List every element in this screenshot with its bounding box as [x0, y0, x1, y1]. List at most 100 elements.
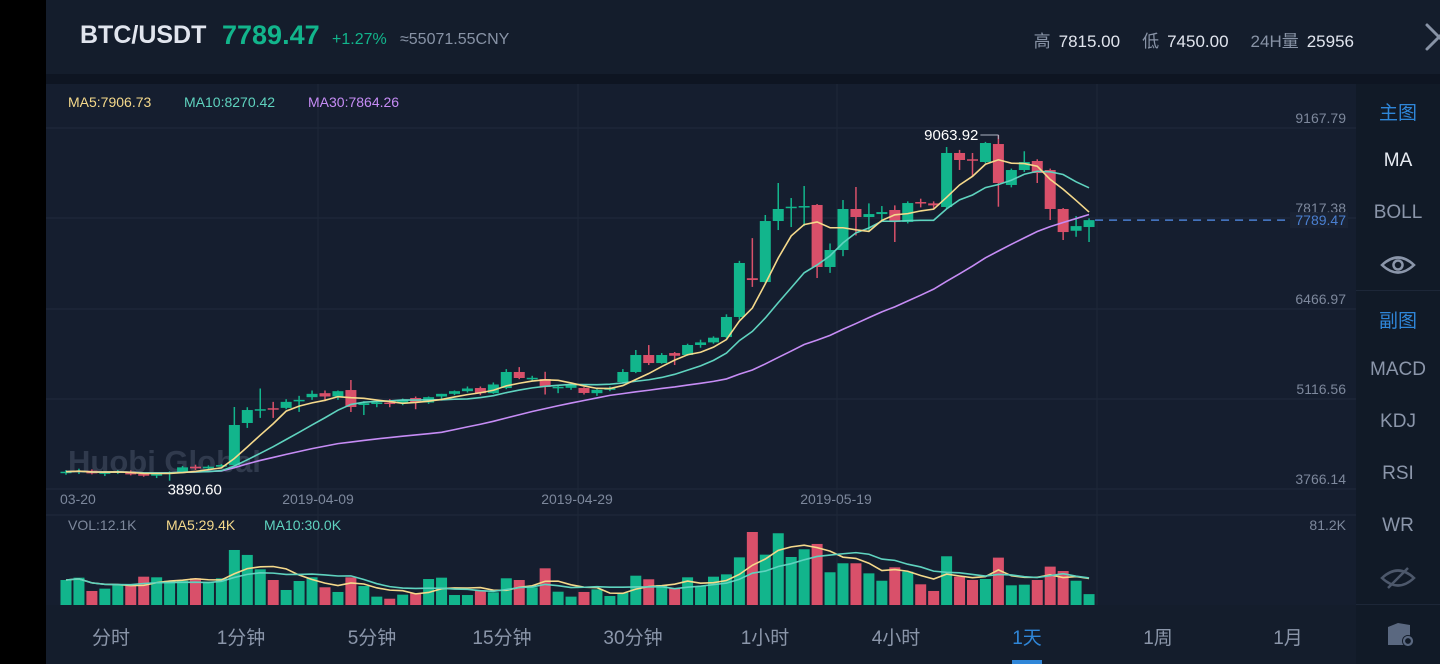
volume-bar — [125, 585, 137, 605]
volume-bar — [889, 567, 901, 605]
tab-interval[interactable]: 分时 — [91, 628, 131, 649]
volume-bar — [915, 584, 927, 605]
indicator-kdj[interactable]: KDJ — [1380, 411, 1416, 432]
eye-icon[interactable] — [1356, 252, 1440, 278]
candle-body — [513, 371, 525, 379]
tab-interval[interactable]: 1分钟 — [216, 628, 266, 649]
volume-bar — [992, 557, 1004, 605]
active-tab-underline — [1012, 660, 1042, 664]
tab-interval[interactable]: 1月 — [1273, 628, 1303, 649]
candle-body — [902, 203, 914, 222]
candle-body — [1044, 170, 1056, 209]
candle-body — [798, 206, 810, 208]
volume-bar — [785, 556, 797, 605]
volume-bar — [720, 574, 732, 605]
volume-bar — [669, 588, 681, 605]
candle-body — [656, 355, 668, 364]
volume-bar — [1083, 594, 1095, 605]
eye-slash-icon[interactable] — [1356, 565, 1440, 591]
volume-bar — [254, 569, 266, 605]
tab-interval[interactable]: 1周 — [1143, 628, 1173, 649]
tab-interval[interactable]: 15分钟 — [472, 628, 532, 649]
volume-bar — [513, 580, 525, 605]
candle-body — [190, 466, 201, 469]
volume-bar — [190, 578, 201, 605]
volume-bar — [708, 576, 719, 605]
ma30-line — [65, 213, 1090, 474]
candle-body — [811, 204, 823, 267]
volume-bar — [902, 571, 914, 605]
indicator-macd[interactable]: MACD — [1370, 359, 1426, 380]
volume-bar — [798, 549, 810, 605]
candle-body — [280, 401, 292, 408]
volume-bar — [941, 556, 953, 605]
ma5-legend: MA5:7906.73 — [68, 94, 152, 110]
candle-body — [371, 402, 383, 405]
volume-bar — [461, 595, 473, 605]
volume-bar — [306, 577, 318, 605]
low-value: 7450.00 — [1167, 32, 1229, 51]
candle-body — [526, 377, 538, 380]
volume-bar — [332, 591, 344, 605]
volume-bar — [397, 594, 409, 605]
volume-bar — [1018, 584, 1030, 605]
volume-bar — [371, 596, 383, 605]
volume-bar — [358, 586, 370, 605]
last-price-label: 7789.47 — [1295, 212, 1346, 228]
volume-bar — [643, 579, 655, 605]
volume-bar — [474, 590, 486, 605]
tab-interval[interactable]: 1天 — [1012, 628, 1042, 649]
candle-body — [1083, 220, 1095, 228]
tab-interval[interactable]: 30分钟 — [603, 628, 663, 649]
candle-body — [669, 353, 681, 356]
indicator-rsi[interactable]: RSI — [1382, 463, 1414, 484]
candle-body — [202, 466, 214, 469]
settings-icon[interactable] — [1356, 621, 1440, 649]
volume-bar — [733, 557, 745, 605]
candle-body — [979, 143, 991, 163]
volume-bar — [202, 581, 214, 605]
candle-body — [643, 355, 655, 364]
volume-bar — [319, 587, 331, 605]
candle-body — [99, 472, 111, 474]
candle-body — [1005, 170, 1017, 185]
kline-chart[interactable]: Huobi Global 9167.79 7817.38 6466.97 5116.56… — [46, 84, 1356, 605]
volume-bar — [112, 585, 124, 605]
cny-price: ≈55071.55CNY — [400, 31, 510, 48]
divider — [1356, 290, 1440, 291]
ma30-legend: MA30:7864.26 — [308, 94, 400, 110]
candle-body — [630, 355, 642, 372]
volume-bar — [746, 532, 758, 605]
volume-bar — [876, 580, 888, 605]
indicator-boll[interactable]: BOLL — [1373, 202, 1423, 223]
indicator-ma[interactable]: MA — [1383, 150, 1413, 171]
close-x-icon[interactable] — [1424, 22, 1440, 52]
volume-bar — [682, 577, 694, 605]
volume-ma5-line — [65, 544, 1090, 595]
candle-body — [591, 389, 603, 394]
candle-body — [1057, 208, 1069, 233]
candle-body — [151, 473, 163, 476]
candle-body — [837, 208, 849, 251]
interval-tabs: 分时 1分钟 5分钟 15分钟 30分钟 1小时 4小时 1天 1周 1月 — [46, 605, 1356, 664]
tab-interval[interactable]: 4小时 — [871, 628, 921, 649]
candle-body — [60, 471, 72, 474]
candle-body — [1070, 226, 1082, 231]
y-tick-label: 6466.97 — [1295, 291, 1346, 307]
tab-interval[interactable]: 5分钟 — [347, 628, 397, 649]
tab-interval[interactable]: 1小时 — [740, 628, 790, 649]
candle-body — [293, 399, 305, 402]
volume-bar — [695, 586, 707, 605]
chart-canvas[interactable]: Huobi Global9167.797817.386466.975116.56… — [46, 84, 1356, 605]
stats-24h: 高 7815.00 低 7450.00 24H量 25956 — [1020, 27, 1354, 52]
volume-bar — [811, 543, 823, 605]
volume-bar — [345, 577, 357, 605]
candle-body — [617, 371, 629, 383]
volume-bar — [759, 554, 771, 605]
volume-bar — [177, 580, 189, 605]
volume-bar — [630, 575, 642, 605]
low-marker-label: 3890.60 — [168, 482, 222, 499]
candle-body — [863, 214, 875, 218]
indicator-wr[interactable]: WR — [1382, 515, 1414, 536]
candle-body — [695, 342, 707, 345]
